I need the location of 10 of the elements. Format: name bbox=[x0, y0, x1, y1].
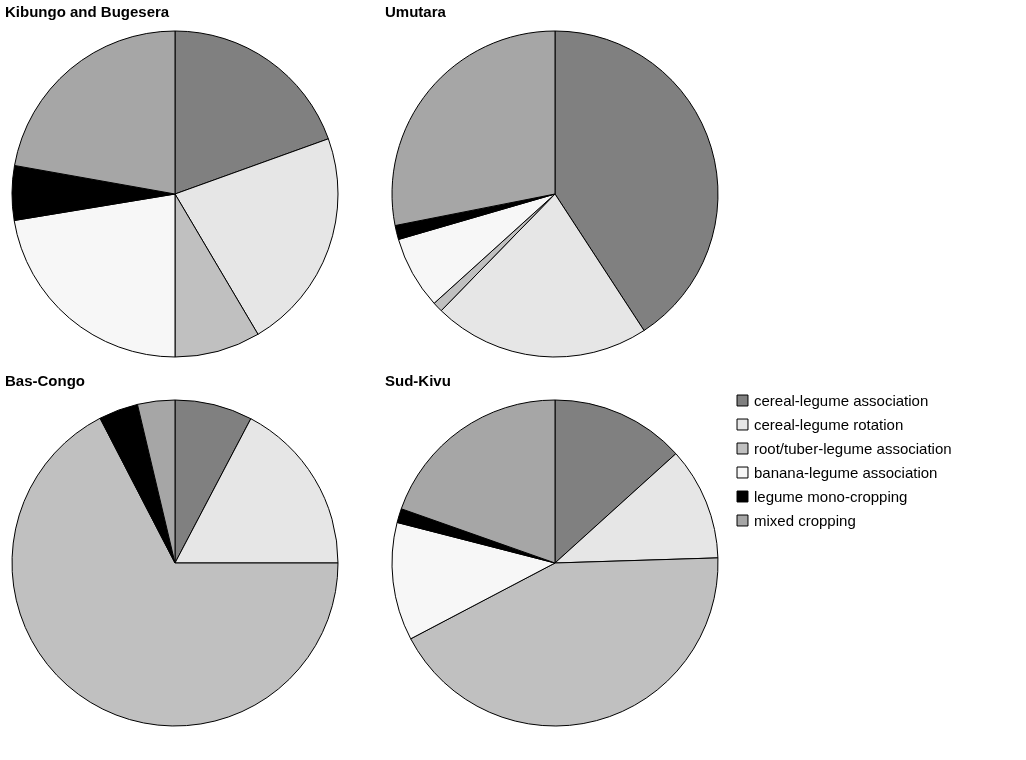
chart-title: Umutara bbox=[385, 3, 447, 20]
legend-label: mixed cropping bbox=[754, 511, 856, 529]
chart-title: Bas-Congo bbox=[5, 372, 85, 389]
chart-title: Sud-Kivu bbox=[385, 372, 451, 389]
legend-label: cereal-legume rotation bbox=[754, 415, 904, 433]
chart-title: Kibungo and Bugesera bbox=[5, 3, 170, 20]
legend-label: root/tuber-legume association bbox=[754, 439, 952, 457]
legend-label: cereal-legume association bbox=[754, 391, 929, 409]
legend-label: banana-legume association bbox=[754, 463, 938, 481]
legend-label: legume mono-cropping bbox=[754, 487, 908, 505]
